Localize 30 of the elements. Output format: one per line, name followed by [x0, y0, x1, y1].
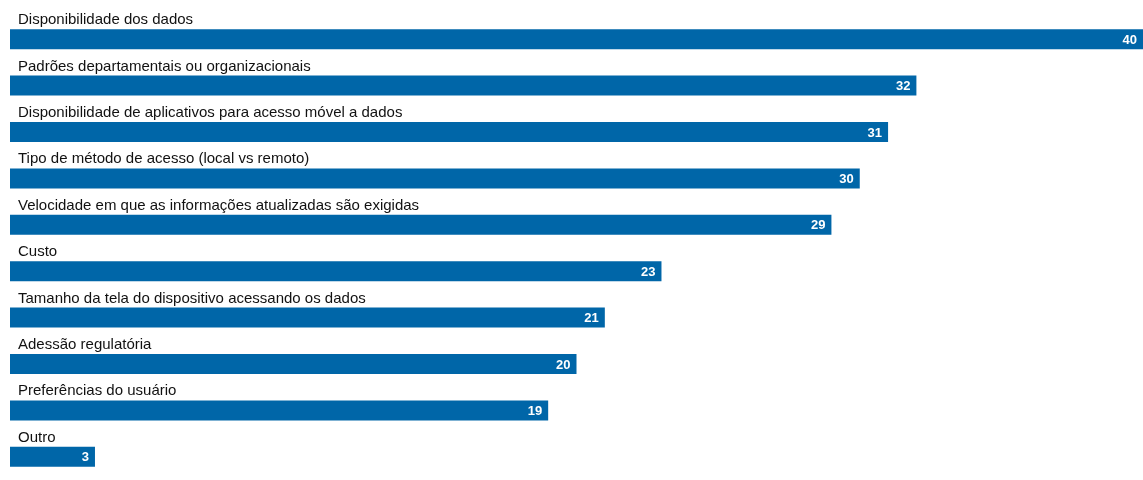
y-tick-label: Tipo de método de acesso (local vs remoto)	[18, 149, 310, 167]
data-label: 21	[584, 310, 599, 326]
bar	[10, 75, 917, 96]
bar	[10, 29, 1143, 50]
data-label: 23	[641, 263, 656, 279]
y-tick-label: Disponibilidade de aplicativos para acesso móvel a dados	[18, 103, 403, 120]
y-tick-label: Disponibilidade dos dados	[18, 10, 194, 28]
bar	[10, 354, 577, 374]
bar	[10, 446, 95, 467]
bar	[10, 400, 549, 421]
y-tick-label: Tamanho da tela do dispositivo acessando os dados	[18, 288, 366, 306]
y-tick-label: Adessão regulatória	[18, 335, 153, 352]
y-tick-label: Padrões departamentais ou organizacionais	[18, 56, 311, 74]
data-label: 19	[527, 402, 543, 418]
data-label: 31	[867, 124, 883, 140]
data-label: 32	[895, 78, 911, 94]
data-label: 29	[810, 217, 826, 233]
y-tick-label: Velocidade em que as informações atualizadas são exigidas	[18, 195, 420, 213]
y-tick-label: Preferências do usuário	[18, 381, 177, 399]
y-tick-label: Outro	[18, 427, 56, 445]
data-label: 20	[556, 356, 571, 372]
bar	[10, 307, 605, 328]
bar	[10, 168, 860, 189]
y-tick-label: Custo	[18, 242, 58, 260]
data-label: 3	[81, 449, 89, 465]
bar	[10, 122, 889, 142]
bar	[10, 214, 832, 235]
data-label: 30	[839, 170, 854, 186]
data-label: 40	[1122, 31, 1137, 47]
bar	[10, 261, 662, 282]
